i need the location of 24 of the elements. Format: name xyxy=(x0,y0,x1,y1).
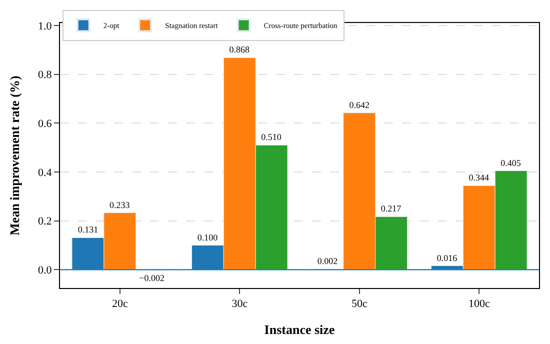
data-label: 0.016 xyxy=(436,252,458,263)
x-tick-label: 20c xyxy=(112,298,128,310)
data-label: 0.344 xyxy=(468,172,490,183)
data-label: 0.233 xyxy=(110,200,130,210)
data-label: 0.510 xyxy=(261,132,282,142)
data-label: 0.131 xyxy=(78,224,98,235)
y-axis-title: Mean improvement rate (%) xyxy=(7,76,22,236)
y-tick-label: 0.2 xyxy=(38,216,52,228)
data-label: 0.868 xyxy=(229,44,250,55)
data-label: 0.217 xyxy=(380,204,402,214)
data-label: 0.405 xyxy=(500,158,522,168)
x-tick-label: 50c xyxy=(351,298,368,310)
x-tick-label: 100c xyxy=(468,298,490,310)
y-tick-label: 0.8 xyxy=(38,69,52,82)
x-tick-label: 30c xyxy=(232,298,248,310)
y-tick-label: 0.4 xyxy=(38,166,52,179)
y-tick-label: 0.0 xyxy=(38,264,52,277)
data-label: 0.100 xyxy=(197,232,218,242)
data-label: −0.002 xyxy=(139,273,164,284)
data-label: 0.002 xyxy=(317,256,338,266)
data-label: 0.642 xyxy=(349,100,370,110)
y-tick-label: 1.0 xyxy=(38,20,52,32)
x-axis-title: Instance size xyxy=(264,322,335,337)
y-tick-label: 0.6 xyxy=(38,118,52,130)
